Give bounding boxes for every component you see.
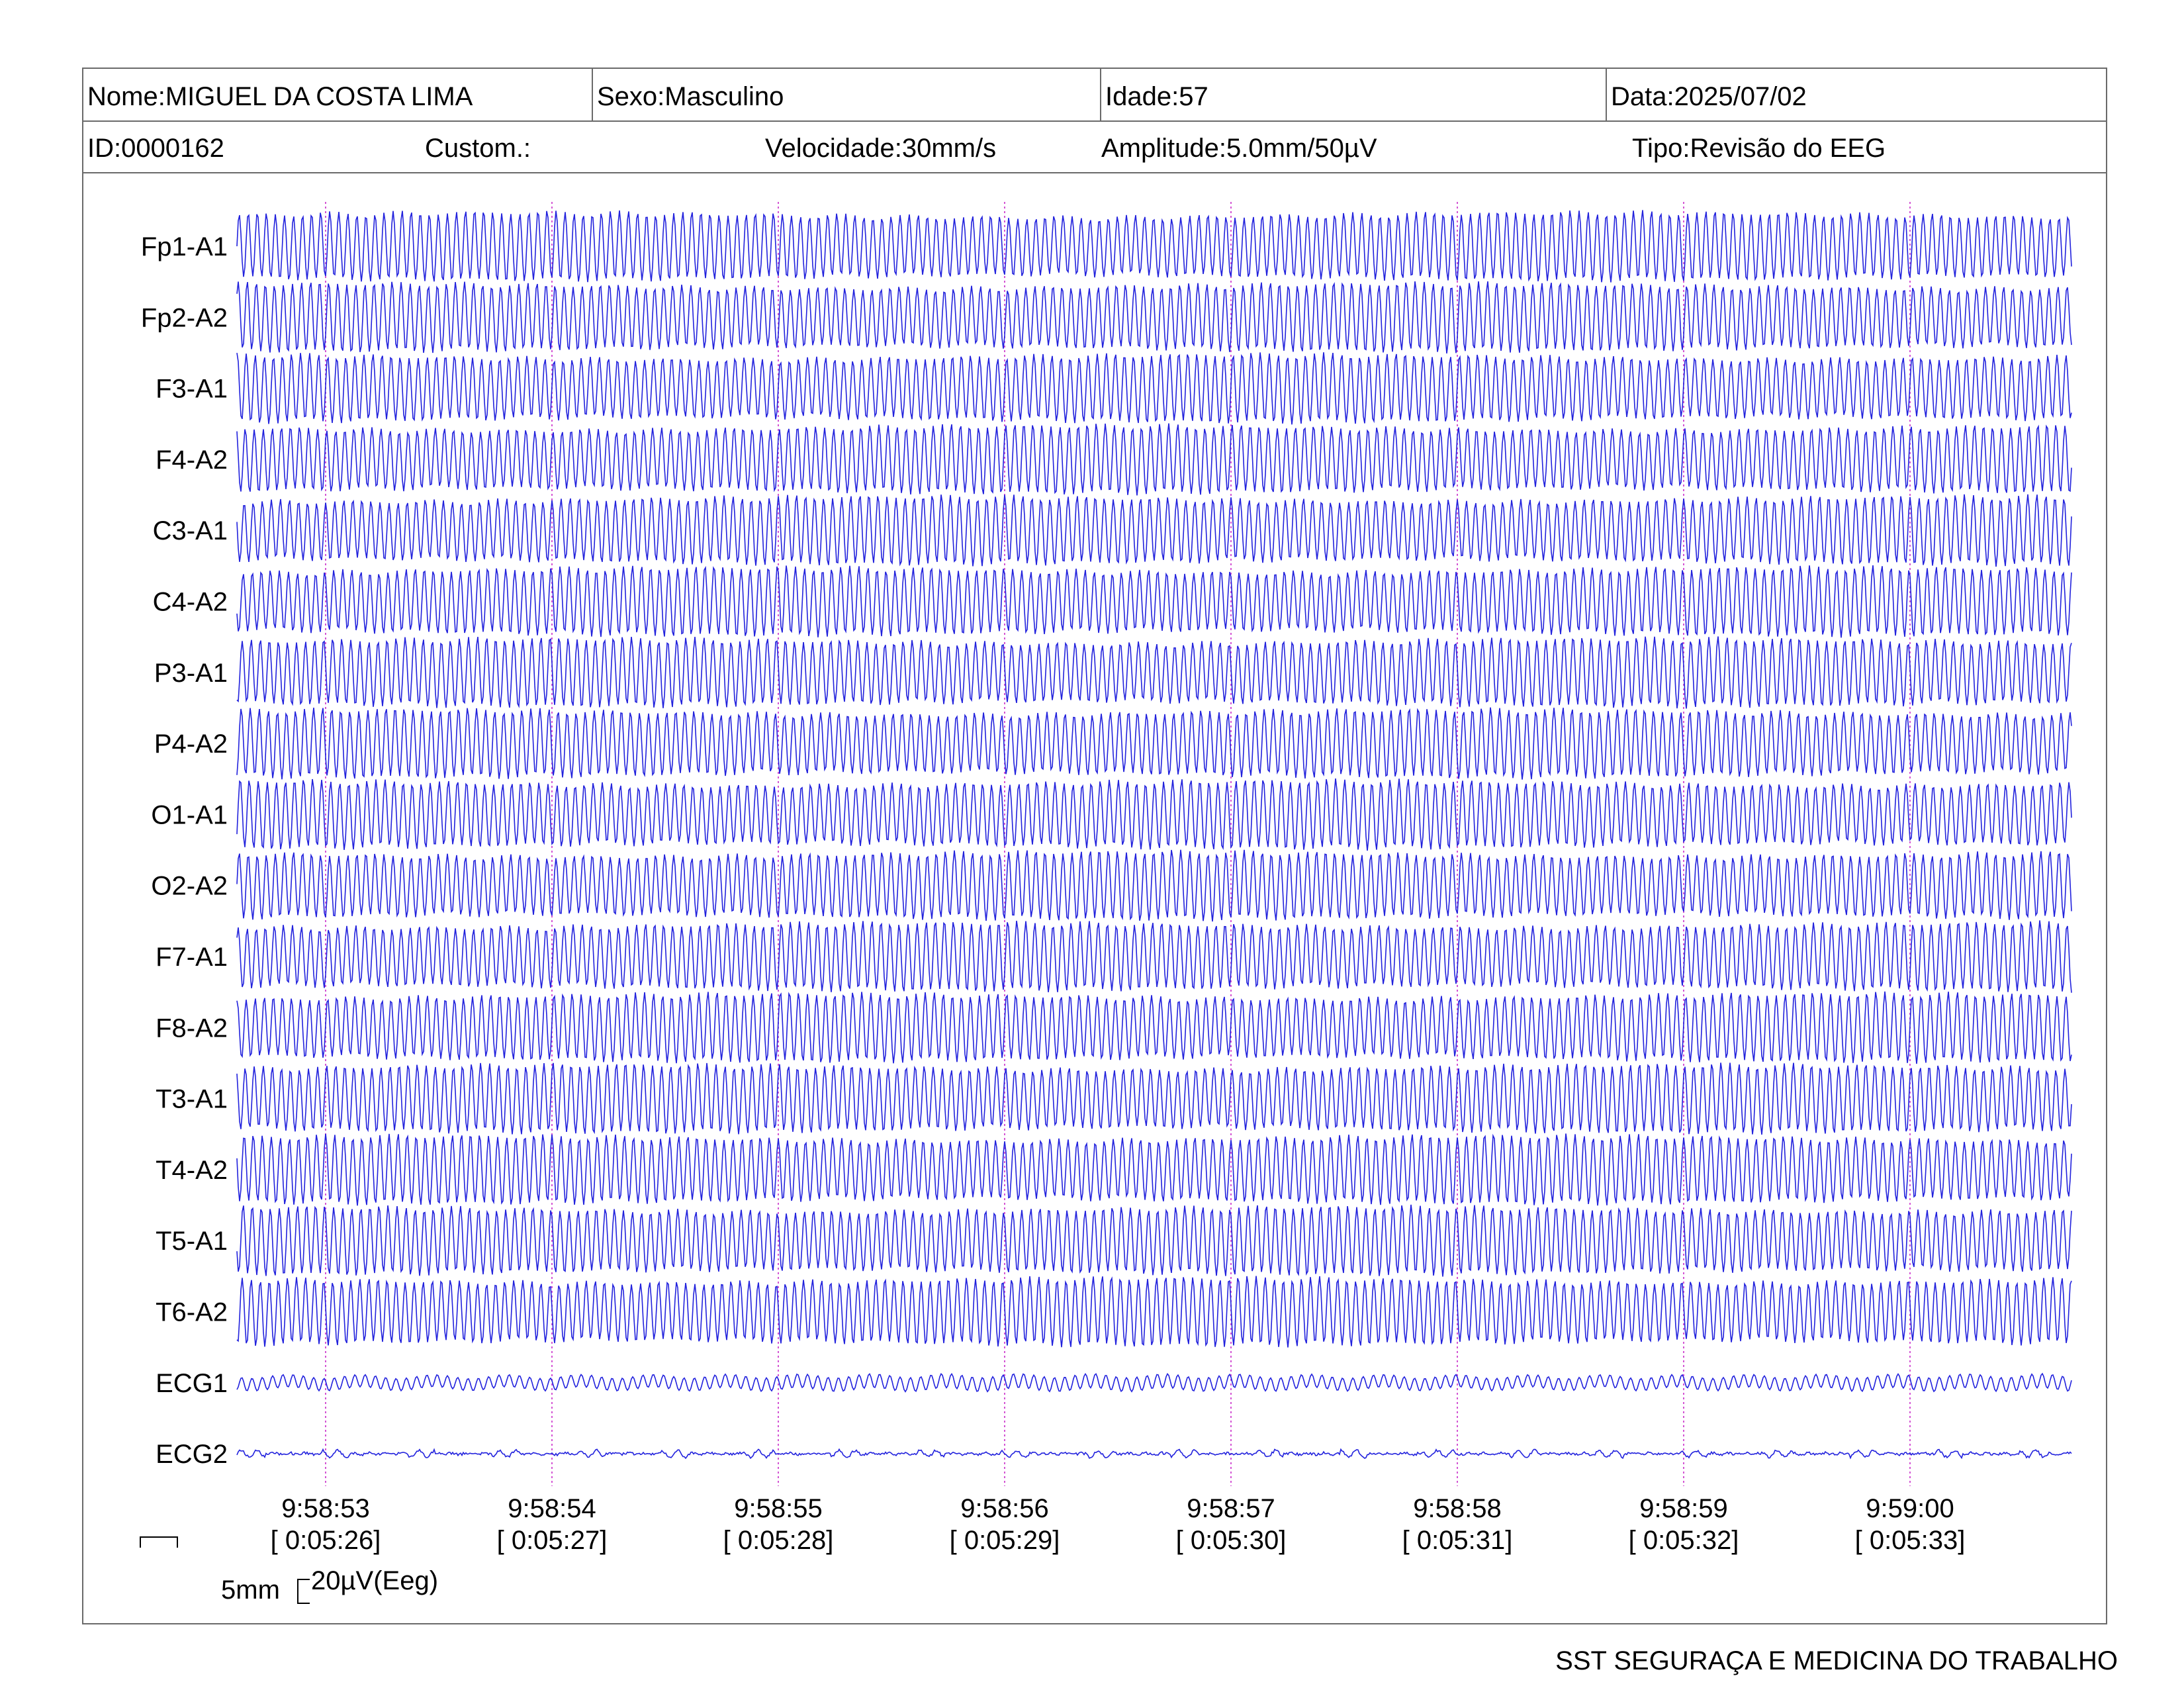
channel-label: Fp1-A1 [141,232,228,261]
channel-trace [236,636,2072,709]
time-tick-clock: 9:58:54 [508,1494,596,1523]
channel-trace [236,849,2072,922]
time-tick-elapsed: [ 0:05:26] [271,1526,381,1555]
time-tick-elapsed: [ 0:05:29] [950,1526,1060,1555]
channel-label: T5-A1 [156,1227,228,1256]
channel-trace [236,1204,2072,1277]
channel-trace [236,1448,2072,1460]
time-tick-elapsed: [ 0:05:30] [1176,1526,1287,1555]
channel-label: T4-A2 [156,1156,228,1185]
channel-trace [236,565,2072,638]
channel-label: P3-A1 [154,659,228,688]
record-date: Data:2025/07/02 [1611,82,1807,111]
time-tick-clock: 9:58:55 [734,1494,822,1523]
scale-bracket-icon [140,1536,178,1548]
channel-label: ECG1 [156,1369,228,1398]
patient-id: ID:0000162 [87,134,224,163]
divider [1606,69,1607,120]
scale-mm-label: 5mm [221,1575,280,1605]
channel-label: C4-A2 [153,588,228,617]
patient-name: Nome:MIGUEL DA COSTA LIMA [87,82,473,111]
divider [1100,69,1101,120]
time-tick-elapsed: [ 0:05:32] [1629,1526,1739,1555]
channel-trace [236,352,2072,425]
channel-label: ECG2 [156,1440,228,1469]
channel-trace [236,778,2072,851]
patient-age: Idade:57 [1105,82,1208,111]
header-row-2: ID:0000162 Custom.: Velocidade:30mm/s Am… [83,120,2106,173]
header-row-1: Nome:MIGUEL DA COSTA LIMA Sexo:Masculino… [83,69,2106,122]
channel-label: F7-A1 [156,943,228,972]
channel-trace [236,707,2072,780]
patient-sex: Sexo:Masculino [597,82,784,111]
time-tick-elapsed: [ 0:05:28] [723,1526,834,1555]
channel-trace [236,281,2072,353]
channel-trace [236,494,2072,567]
time-tick-elapsed: [ 0:05:31] [1402,1526,1513,1555]
custom-field: Custom.: [425,134,531,163]
channel-trace [236,920,2072,993]
scale-legend [132,1536,238,1575]
channel-label: O1-A1 [151,800,228,829]
channel-label: T6-A2 [156,1298,228,1327]
channel-label: P4-A2 [154,729,228,759]
channel-label: C3-A1 [153,516,228,545]
time-tick-clock: 9:58:59 [1639,1494,1727,1523]
channel-trace [236,1062,2072,1135]
channel-trace [236,210,2072,283]
time-tick-clock: 9:58:56 [960,1494,1048,1523]
scale-uv-bracket-icon [297,1579,310,1604]
channel-label: F8-A2 [156,1013,228,1043]
channel-trace [236,991,2072,1064]
time-tick-elapsed: [ 0:05:27] [497,1526,608,1555]
channel-label: T3-A1 [156,1085,228,1114]
scale-uv-label: 20µV(Eeg) [311,1566,439,1595]
speed-setting: Velocidade:30mm/s [765,134,997,163]
divider [592,69,593,120]
time-tick-clock: 9:58:53 [281,1494,369,1523]
channel-trace [236,1276,2072,1348]
amplitude-setting: Amplitude:5.0mm/50µV [1101,134,1377,163]
channel-label: F3-A1 [156,375,228,404]
time-tick-clock: 9:58:57 [1187,1494,1275,1523]
time-tick-clock: 9:58:58 [1413,1494,1501,1523]
channel-label: O2-A2 [151,872,228,901]
channel-trace [236,423,2072,496]
channel-label: Fp2-A2 [141,303,228,332]
time-tick-clock: 9:59:00 [1866,1494,1954,1523]
report-frame: Nome:MIGUEL DA COSTA LIMA Sexo:Masculino… [82,68,2107,1624]
channel-label: F4-A2 [156,445,228,475]
time-tick-elapsed: [ 0:05:33] [1855,1526,1966,1555]
exam-type: Tipo:Revisão do EEG [1632,134,1886,163]
channel-trace [236,1133,2072,1206]
channel-trace [236,1372,2072,1393]
clinic-footer: SST SEGURAÇA E MEDICINA DO TRABALHO [1555,1646,2118,1675]
